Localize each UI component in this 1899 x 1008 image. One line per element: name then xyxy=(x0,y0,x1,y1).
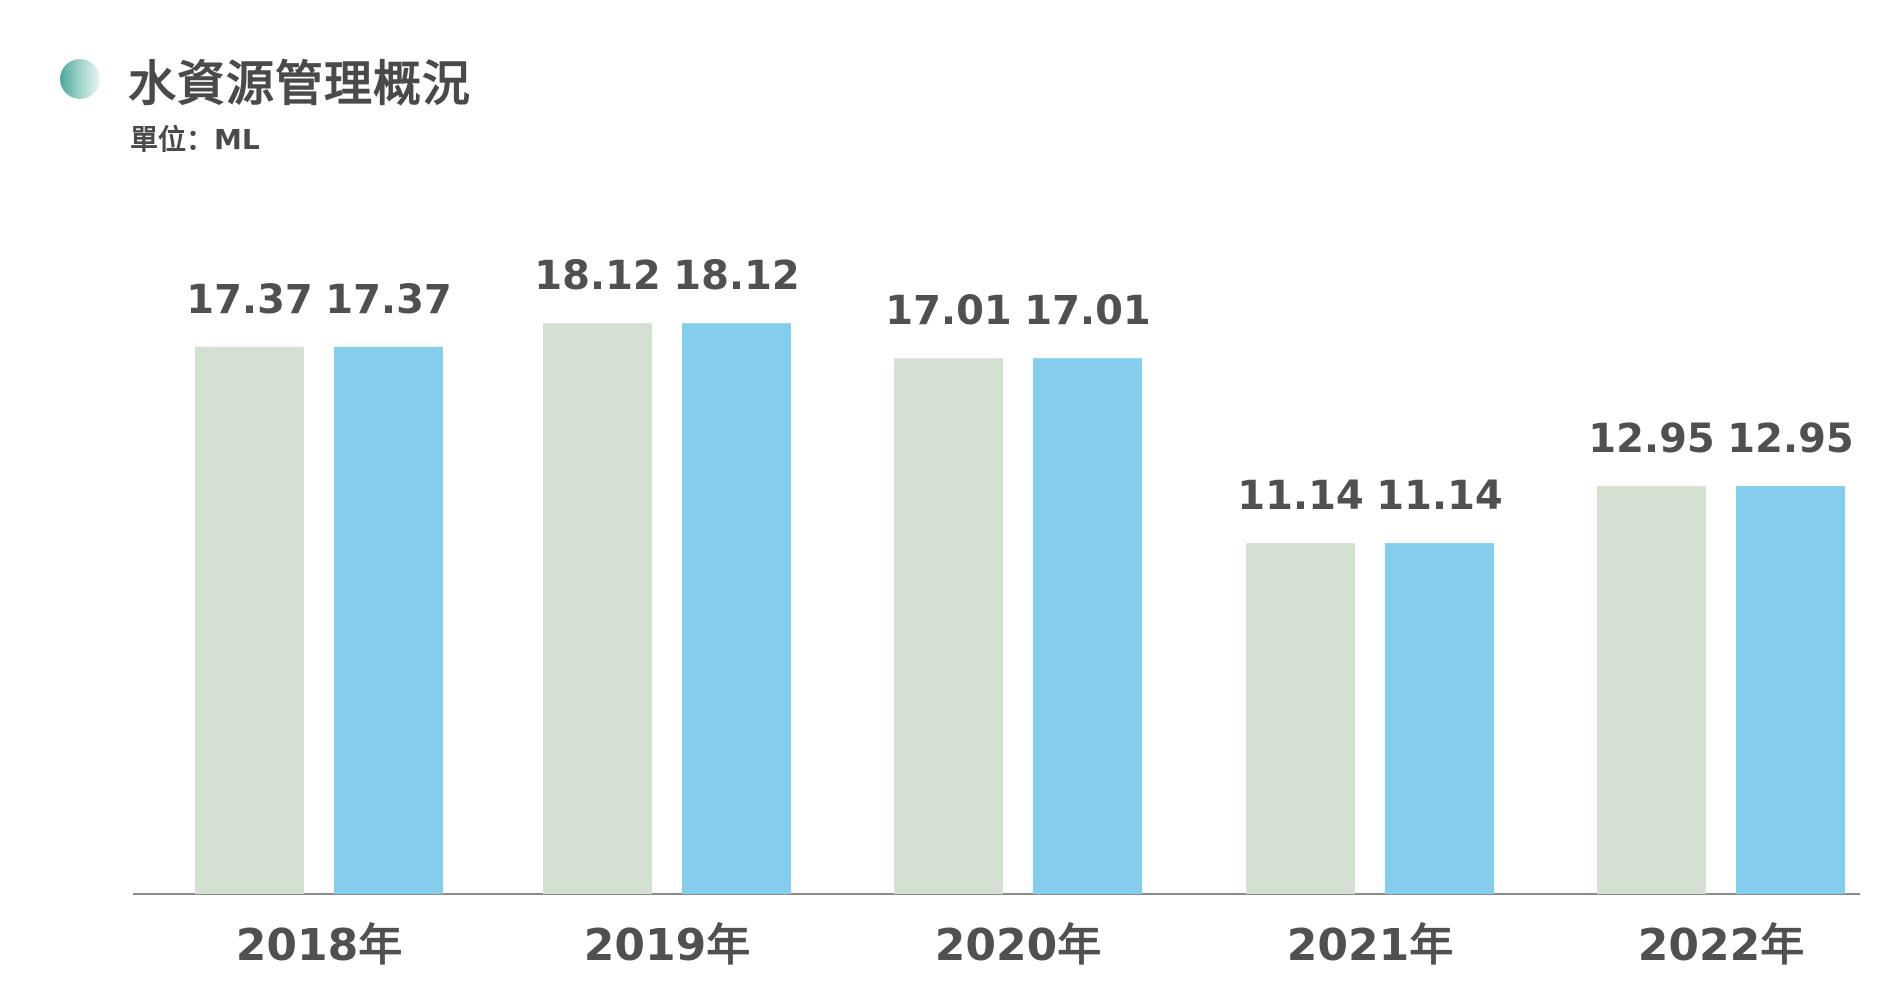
category-label-2021年: 2021年 xyxy=(1287,920,1453,971)
bar-2019年-series-1 xyxy=(543,323,652,895)
data-label-2022年-series-2: 12.95 xyxy=(1727,416,1854,462)
bar-2019年-series-2 xyxy=(682,323,791,895)
bar-2018年-series-2 xyxy=(334,346,443,895)
bar-2020年-series-2 xyxy=(1033,358,1142,894)
data-label-2021年-series-1: 11.14 xyxy=(1237,473,1364,519)
chart-title: 水資源管理概況 xyxy=(128,56,472,112)
bar-2022年-series-2 xyxy=(1736,486,1845,894)
category-label-2020年: 2020年 xyxy=(935,920,1101,971)
title-dot-icon xyxy=(60,59,100,99)
category-label-2018年: 2018年 xyxy=(236,920,402,971)
data-label-2021年-series-2: 11.14 xyxy=(1376,473,1503,519)
data-label-2018年-series-1: 17.37 xyxy=(186,277,313,323)
bar-2021年-series-2 xyxy=(1385,543,1494,894)
data-label-2020年-series-2: 17.01 xyxy=(1024,288,1151,334)
data-label-2020年-series-1: 17.01 xyxy=(885,288,1012,334)
bar-2018年-series-1 xyxy=(195,346,304,895)
data-label-2019年-series-1: 18.12 xyxy=(534,253,661,299)
bar-2021年-series-1 xyxy=(1246,543,1355,894)
chart-header: 水資源管理概況 xyxy=(60,44,471,114)
unit-label: 單位：ML xyxy=(130,123,260,156)
category-label-2022年: 2022年 xyxy=(1638,920,1804,971)
data-label-2022年-series-1: 12.95 xyxy=(1588,416,1715,462)
data-label-2018年-series-2: 17.37 xyxy=(325,277,452,323)
data-label-2019年-series-2: 18.12 xyxy=(673,253,800,299)
bar-2022年-series-1 xyxy=(1597,486,1706,894)
category-label-2019年: 2019年 xyxy=(584,920,750,971)
bar-2020年-series-1 xyxy=(894,358,1003,894)
